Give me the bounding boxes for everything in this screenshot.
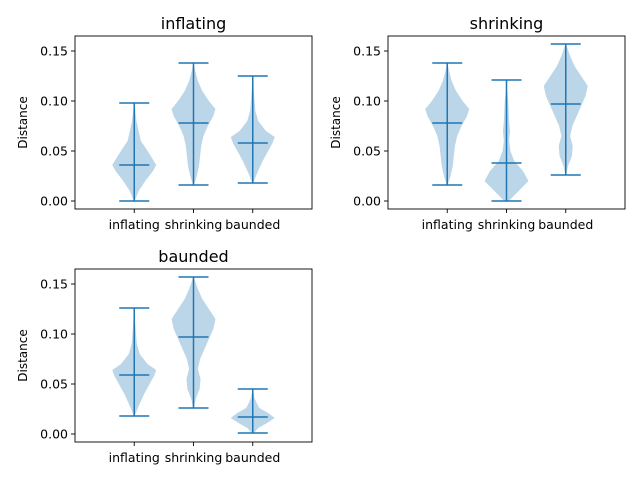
y-tick-label: 0.05 (353, 144, 381, 159)
y-tick-label: 0.00 (40, 194, 68, 209)
chart-title: inflating (161, 14, 226, 33)
subplot-inflating: 0.00 0.05 0.10 0.15 inflating shrinking baunde… (16, 14, 313, 232)
x-tick-label: baunded (225, 450, 280, 465)
y-tick-label: 0.15 (40, 44, 68, 59)
y-tick-label: 0.05 (40, 144, 68, 159)
y-tick-label: 0.00 (353, 194, 381, 209)
x-tick-label: baunded (225, 217, 280, 232)
y-tick-label: 0.10 (40, 94, 68, 109)
chart-title: baunded (158, 247, 228, 266)
y-tick-label: 0.15 (40, 277, 68, 292)
x-tick-label: inflating (109, 217, 160, 232)
chart-title: shrinking (470, 14, 544, 33)
y-tick-label: 0.15 (353, 44, 381, 59)
x-tick-label: inflating (422, 217, 473, 232)
x-tick-label: shrinking (478, 217, 536, 232)
x-tick-label: shrinking (165, 450, 223, 465)
x-tick-label: baunded (538, 217, 593, 232)
y-axis-label: Distance (329, 96, 343, 148)
x-tick-label: inflating (109, 450, 160, 465)
x-tick-label: shrinking (165, 217, 223, 232)
y-tick-label: 0.10 (353, 94, 381, 109)
y-tick-label: 0.10 (40, 327, 68, 342)
y-tick-label: 0.05 (40, 377, 68, 392)
y-tick-label: 0.00 (40, 427, 68, 442)
y-axis-label: Distance (16, 329, 30, 381)
y-axis-label: Distance (16, 96, 30, 148)
